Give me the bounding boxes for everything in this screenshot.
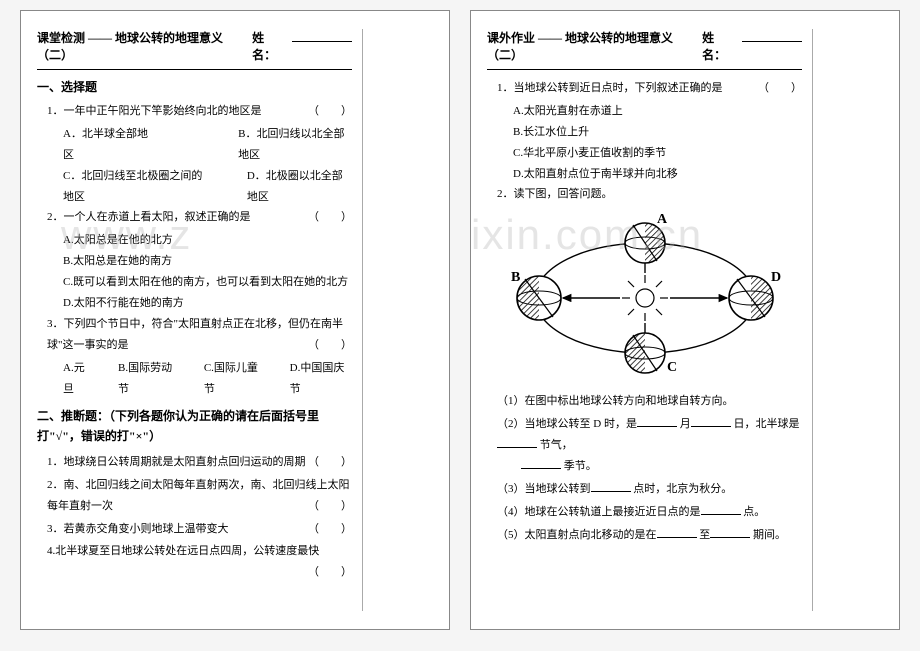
j1-paren: （ ） <box>308 452 352 473</box>
j2-text: 2．南、北回归线之间太阳每年直射两次，南、北回归线上太阳每年直射一次 <box>47 479 350 512</box>
j3: 3．若黄赤交角变小则地球上温带变大 （ ） <box>47 519 352 540</box>
r-q1: 1．当地球公转到近日点时，下列叙述正确的是 （ ） <box>497 78 802 99</box>
q3-optC: C.国际儿童节 <box>204 358 266 400</box>
q3: 3．下列四个节日中，符合"太阳直射点正在北移，但仍在南半球"这一事实的是 （ ） <box>47 314 352 356</box>
sub4b: 点。 <box>743 506 765 518</box>
left-name-label: 姓名： <box>252 29 286 63</box>
r-q1-optC: C.华北平原小麦正值收割的季节 <box>513 143 802 164</box>
r-q1-optD: D.太阳直射点位于南半球并向北移 <box>513 164 802 185</box>
q1-optD: D．北极圈以北全部地区 <box>247 166 352 208</box>
r-q1-text: 1．当地球公转到近日点时，下列叙述正确的是 <box>497 82 723 94</box>
q1-optC: C．北回归线至北极圈之间的地区 <box>63 166 207 208</box>
sub5b: 至 <box>699 529 710 541</box>
r-q2: 2．读下图，回答问题。 <box>497 184 802 205</box>
sub2: （2）当地球公转至 D 时，是 月 日，北半球是 节气， 季节。 <box>497 414 802 477</box>
sub3: （3）当地球公转到 点时，北京为秋分。 <box>497 479 802 500</box>
q1-optB: B．北回归线以北全部地区 <box>238 124 352 166</box>
left-name-blank <box>292 30 352 42</box>
q3-text: 3．下列四个节日中，符合"太阳直射点正在北移，但仍在南半球"这一事实的是 <box>47 318 343 351</box>
right-header: 课外作业 —— 地球公转的地理意义（二） 姓名： <box>487 29 802 70</box>
q1-opts-row1: A．北半球全部地区 B．北回归线以北全部地区 <box>63 124 352 166</box>
j2-paren: （ ） <box>308 496 352 517</box>
left-header: 课堂检测 —— 地球公转的地理意义（二） 姓名： <box>37 29 352 70</box>
q2-optA: A.太阳总是在他的北方 <box>63 230 352 251</box>
q2-text: 2．一个人在赤道上看太阳，叙述正确的是 <box>47 211 251 223</box>
sub2a: （2）当地球公转至 D 时，是 <box>497 418 637 430</box>
right-side-column <box>813 29 883 611</box>
sub2c: 日，北半球是 <box>733 418 799 430</box>
sub2b: 月 <box>680 418 691 430</box>
q3-opts: A.元旦 B.国际劳动节 C.国际儿童节 D.中国国庆节 <box>63 358 352 400</box>
label-B: B <box>511 270 520 285</box>
sub4a: （4）地球在公转轨道上最接近近日点的是 <box>497 506 701 518</box>
q2-optD: D.太阳不行能在她的南方 <box>63 293 352 314</box>
label-A: A <box>657 213 668 227</box>
right-main-column: 课外作业 —— 地球公转的地理意义（二） 姓名： 1．当地球公转到近日点时，下列… <box>487 29 813 611</box>
r-q1-optA: A.太阳光直射在赤道上 <box>513 101 802 122</box>
right-page: 课外作业 —— 地球公转的地理意义（二） 姓名： 1．当地球公转到近日点时，下列… <box>470 10 900 630</box>
left-header-label: 课堂检测 —— 地球公转的地理意义（二） <box>37 29 246 63</box>
r-q1-paren: （ ） <box>758 78 802 99</box>
q1-text: 1．一年中正午阳光下竿影始终向北的地区是 <box>47 105 262 117</box>
label-D: D <box>771 270 781 285</box>
left-main-column: 课堂检测 —— 地球公转的地理意义（二） 姓名： 一、选择题 1．一年中正午阳光… <box>37 29 363 611</box>
r-q1-optB: B.长江水位上升 <box>513 122 802 143</box>
j4: 4.北半球夏至日地球公转处在远日点四周，公转速度最快 （ ） <box>47 541 352 562</box>
j3-text: 3．若黄赤交角变小则地球上温带变大 <box>47 523 229 535</box>
orbit-diagram: A B C D <box>487 213 802 383</box>
q2-optB: B.太阳总是在她的南方 <box>63 251 352 272</box>
q1: 1．一年中正午阳光下竿影始终向北的地区是 （ ） <box>47 101 352 122</box>
q3-paren: （ ） <box>308 335 352 356</box>
orbit-svg: A B C D <box>505 213 785 383</box>
globe-C <box>625 333 665 373</box>
q2: 2．一个人在赤道上看太阳，叙述正确的是 （ ） <box>47 207 352 228</box>
q3-optB: B.国际劳动节 <box>118 358 180 400</box>
globe-B <box>517 276 561 320</box>
q2-optC: C.既可以看到太阳在他的南方，也可以看到太阳在她的北方 <box>63 272 352 293</box>
right-name-label: 姓名： <box>702 29 736 63</box>
section-title-1: 一、选择题 <box>37 78 352 95</box>
j3-paren: （ ） <box>308 519 352 540</box>
sub3b: 点时，北京为秋分。 <box>633 483 732 495</box>
q1-paren: （ ） <box>308 101 352 122</box>
globe-A <box>625 223 665 263</box>
left-side-column <box>363 29 433 611</box>
left-page: 课堂检测 —— 地球公转的地理意义（二） 姓名： 一、选择题 1．一年中正午阳光… <box>20 10 450 630</box>
sub1: （1）在图中标出地球公转方向和地球自转方向。 <box>497 391 802 412</box>
label-C: C <box>667 360 677 375</box>
q1-opts-row2: C．北回归线至北极圈之间的地区 D．北极圈以北全部地区 <box>63 166 352 208</box>
j1: 1．地球绕日公转周期就是太阳直射点回归运动的周期 （ ） <box>47 452 352 473</box>
q3-optA: A.元旦 <box>63 358 94 400</box>
j4-paren: （ ） <box>308 562 352 583</box>
j1-text: 1．地球绕日公转周期就是太阳直射点回归运动的周期 <box>47 456 306 468</box>
q2-paren: （ ） <box>308 207 352 228</box>
sub5: （5）太阳直射点向北移动的是在 至 期间。 <box>497 525 802 546</box>
j2: 2．南、北回归线之间太阳每年直射两次，南、北回归线上太阳每年直射一次 （ ） <box>47 475 352 517</box>
j4-text: 4.北半球夏至日地球公转处在远日点四周，公转速度最快 <box>47 545 319 557</box>
globe-D <box>729 276 773 320</box>
sub2d: 节气， <box>540 439 573 451</box>
r-q2-text: 2．读下图，回答问题。 <box>497 188 613 200</box>
sub3a: （3）当地球公转到 <box>497 483 591 495</box>
sub4: （4）地球在公转轨道上最接近近日点的是 点。 <box>497 502 802 523</box>
q1-optA: A．北半球全部地区 <box>63 124 148 166</box>
sub5a: （5）太阳直射点向北移动的是在 <box>497 529 657 541</box>
sub2e: 季节。 <box>564 460 597 472</box>
right-header-label: 课外作业 —— 地球公转的地理意义（二） <box>487 29 696 63</box>
section-title-2: 二、推断题：（下列各题你认为正确的请在后面括号里打"√"，错误的打"×"） <box>37 407 352 445</box>
q3-optD: D.中国国庆节 <box>290 358 352 400</box>
right-name-blank <box>742 30 802 42</box>
sub5c: 期间。 <box>753 529 786 541</box>
